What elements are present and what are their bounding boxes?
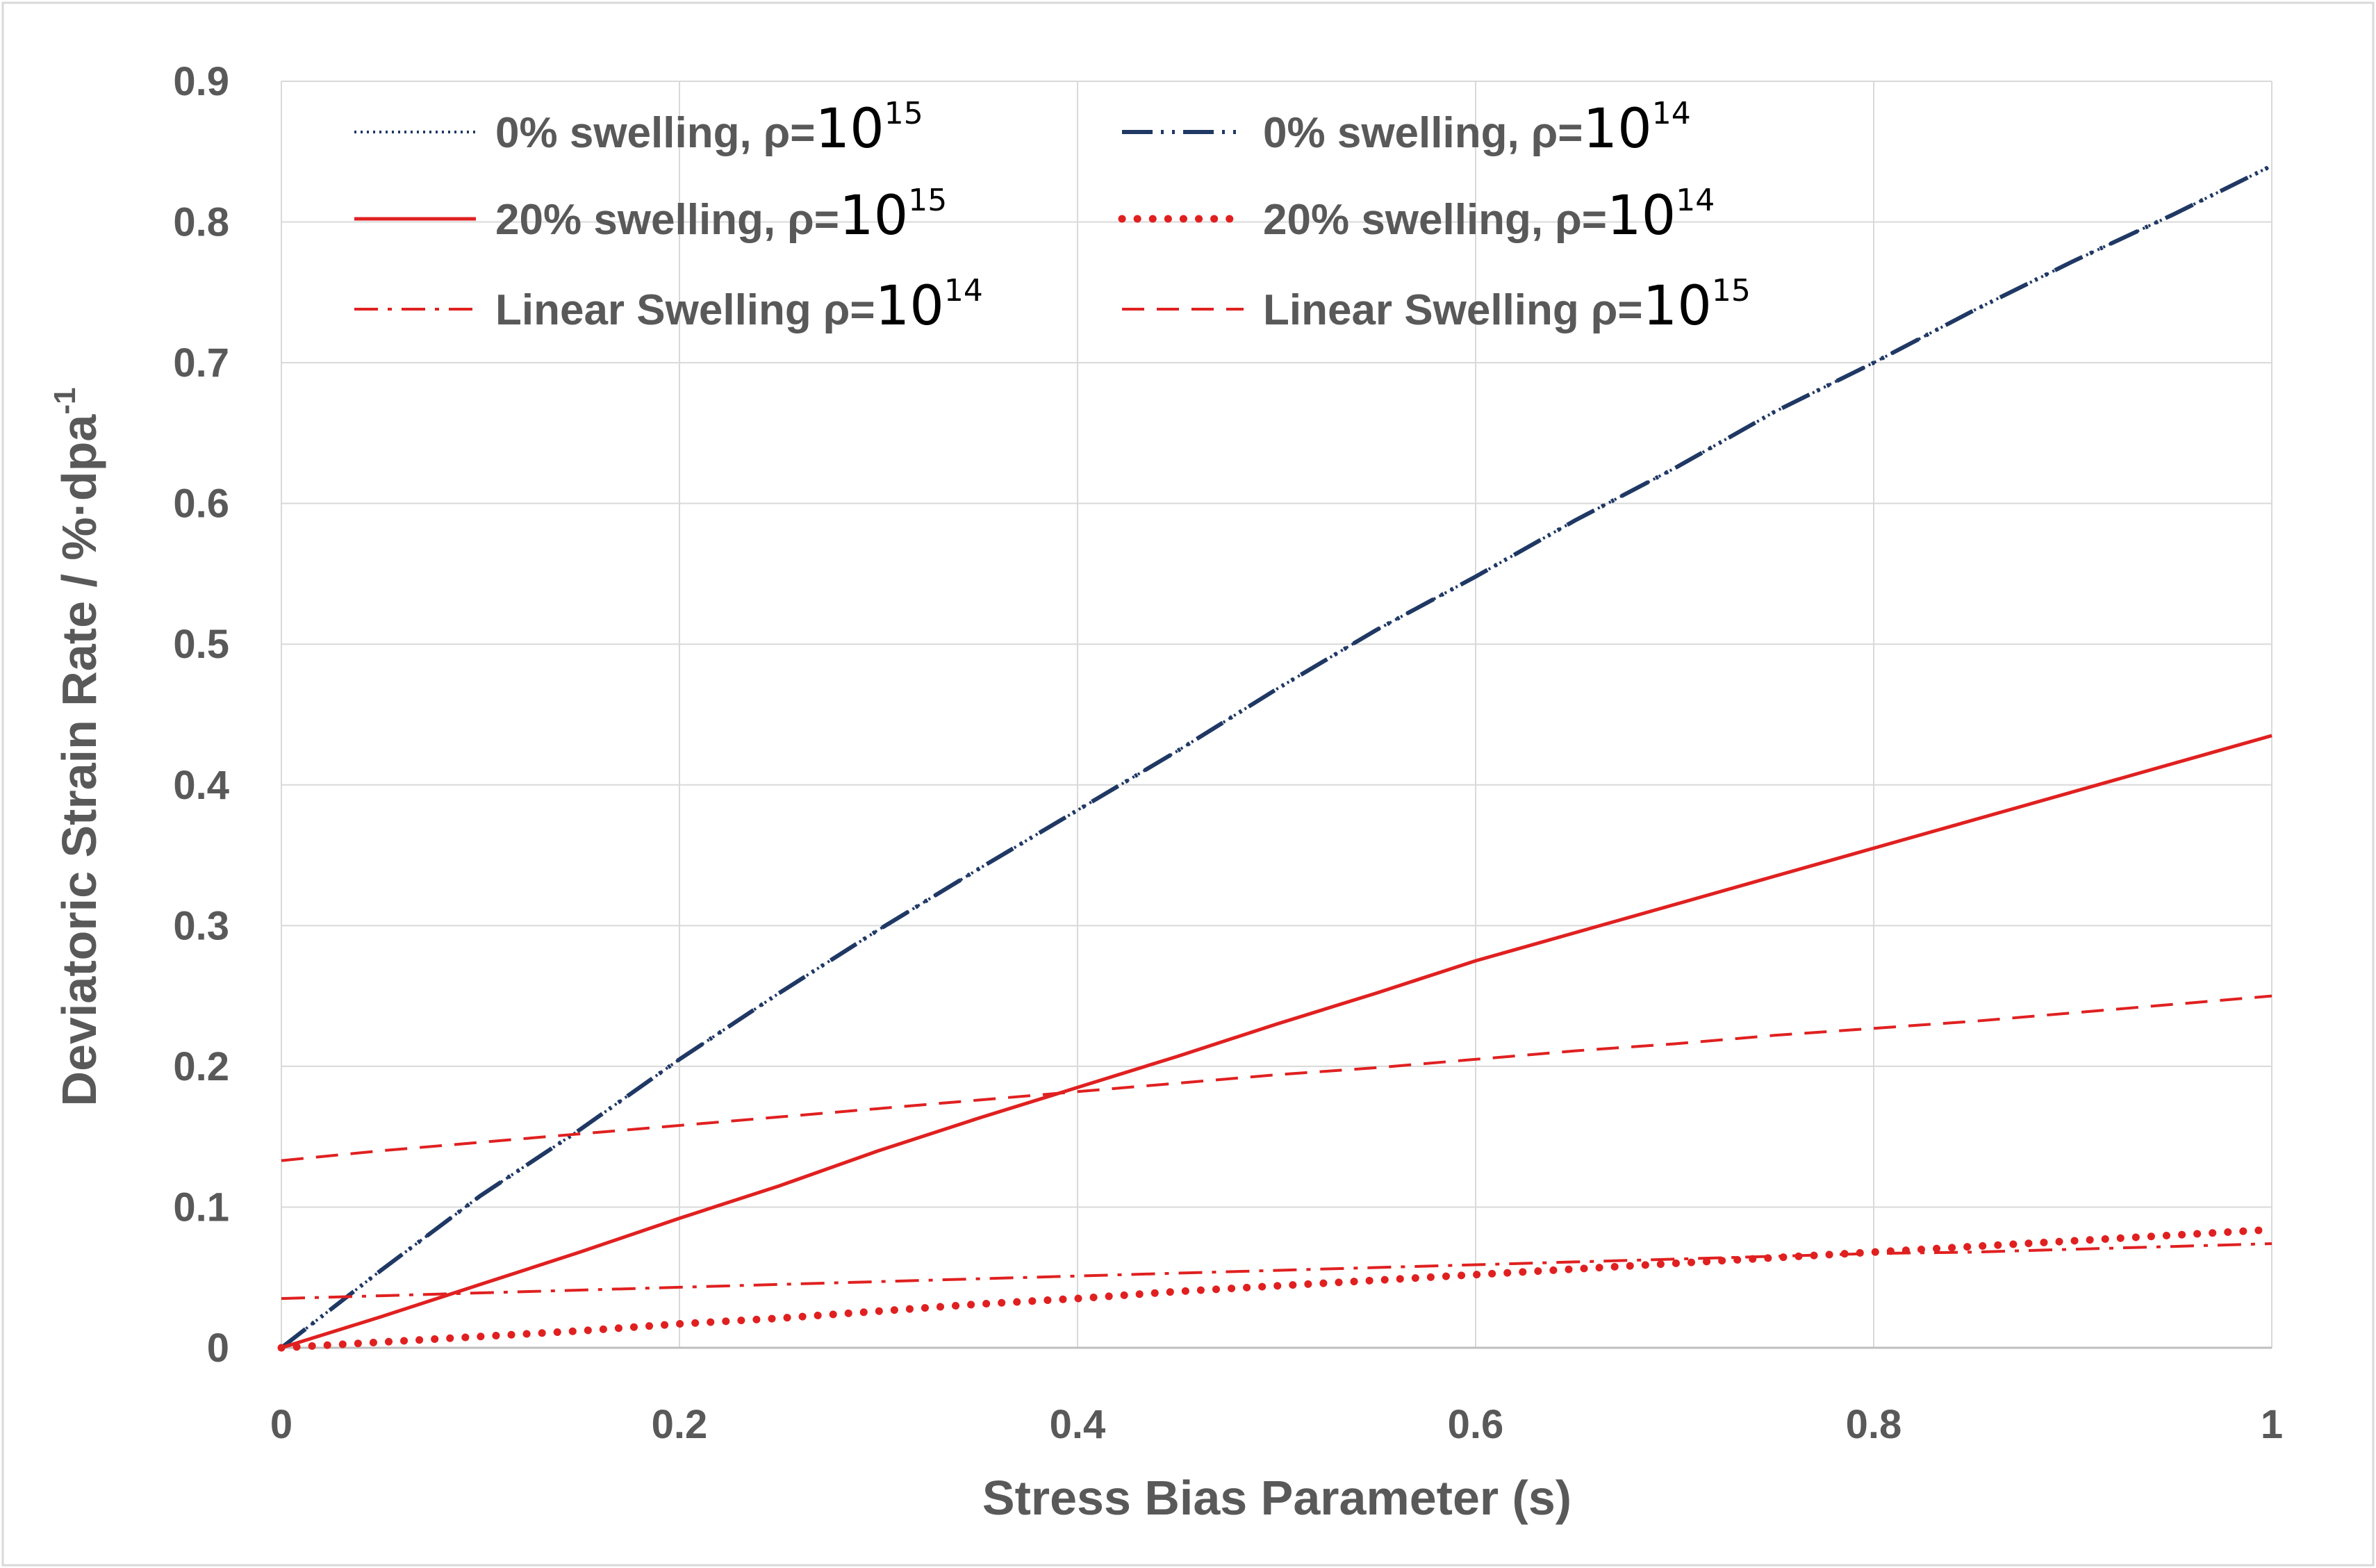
series-line-5 xyxy=(281,1242,2272,1301)
y-tick-label: 0.9 xyxy=(173,59,229,104)
y-axis-title: Deviatoric Strain Rate / %·dpa-1 xyxy=(48,388,106,1107)
legend-entry-label: 0% swelling, ρ=1015 xyxy=(495,96,923,160)
series-lines xyxy=(277,163,2276,1352)
y-axis-title-superscript: -1 xyxy=(48,388,82,415)
x-tick-labels: 0 0.2 0.4 0.6 0.8 1 xyxy=(270,1402,2283,1447)
legend-entry-text: 20% swelling, ρ= xyxy=(495,196,839,244)
x-tick-label: 0.4 xyxy=(1050,1402,1106,1447)
x-tick-label: 0.8 xyxy=(1846,1402,1902,1447)
legend-entry-text: 0% swelling, ρ= xyxy=(1263,109,1583,157)
x-axis-title: Stress Bias Parameter (s) xyxy=(982,1471,1571,1525)
y-tick-label: 0.5 xyxy=(173,622,229,667)
y-tick-labels: 0 0.1 0.2 0.3 0.4 0.5 0.6 0.7 0.8 0.9 xyxy=(173,59,229,1371)
legend-entry-base: 10 xyxy=(1643,275,1712,338)
x-tick-label: 0 xyxy=(270,1402,292,1447)
y-tick-label: 0.8 xyxy=(173,200,229,245)
y-axis-title-main: Deviatoric Strain Rate / %·dpa xyxy=(52,414,106,1107)
legend-entry-exponent: 15 xyxy=(1712,273,1751,308)
legend-entry-base: 10 xyxy=(1583,98,1651,160)
legend-entry-exponent: 15 xyxy=(884,96,923,131)
legend-entry-exponent: 14 xyxy=(944,273,983,308)
legend-entry-label: 20% swelling, ρ=1014 xyxy=(1263,183,1715,247)
x-tick-label: 0.2 xyxy=(652,1402,708,1447)
legend-entry-base: 10 xyxy=(875,275,944,338)
y-tick-label: 0.1 xyxy=(173,1185,229,1230)
legend: 0% swelling, ρ=1015 0% swelling, ρ=101420… xyxy=(354,96,1751,338)
legend-entry-base: 10 xyxy=(1607,185,1676,247)
series-line-4 xyxy=(277,1225,2276,1352)
legend-entry-text: Linear Swelling ρ= xyxy=(495,286,875,334)
y-tick-label: 0.7 xyxy=(173,340,229,386)
x-tick-label: 1 xyxy=(2261,1402,2283,1447)
y-tick-label: 0.4 xyxy=(173,763,229,808)
gridlines xyxy=(281,81,2272,1348)
legend-entry-text: Linear Swelling ρ= xyxy=(1263,286,1643,334)
y-axis-title-group: Deviatoric Strain Rate / %·dpa-1 xyxy=(48,388,106,1107)
legend-entry-label: 0% swelling, ρ=1014 xyxy=(1263,96,1691,160)
series-line-1 xyxy=(280,164,2272,1349)
legend-entry-label: Linear Swelling ρ=1015 xyxy=(1263,273,1751,338)
y-tick-label: 0.2 xyxy=(173,1044,229,1089)
x-tick-label: 0.6 xyxy=(1448,1402,1504,1447)
y-tick-label: 0.3 xyxy=(173,903,229,948)
legend-entry-exponent: 14 xyxy=(1652,96,1691,131)
legend-entry-label: Linear Swelling ρ=1014 xyxy=(495,273,983,338)
legend-entry-base: 10 xyxy=(839,185,908,247)
legend-entry-text: 20% swelling, ρ= xyxy=(1263,196,1607,244)
y-tick-label: 0 xyxy=(207,1326,229,1371)
series-line-6 xyxy=(281,994,2272,1162)
legend-entry-label: 20% swelling, ρ=1015 xyxy=(495,183,947,247)
legend-entry-base: 10 xyxy=(815,98,884,160)
y-tick-label: 0.6 xyxy=(173,481,229,527)
legend-entry-exponent: 14 xyxy=(1676,183,1715,218)
series-line-3 xyxy=(281,734,2272,1350)
legend-entry-exponent: 15 xyxy=(908,183,947,218)
legend-entry-text: 0% swelling, ρ= xyxy=(495,109,815,157)
